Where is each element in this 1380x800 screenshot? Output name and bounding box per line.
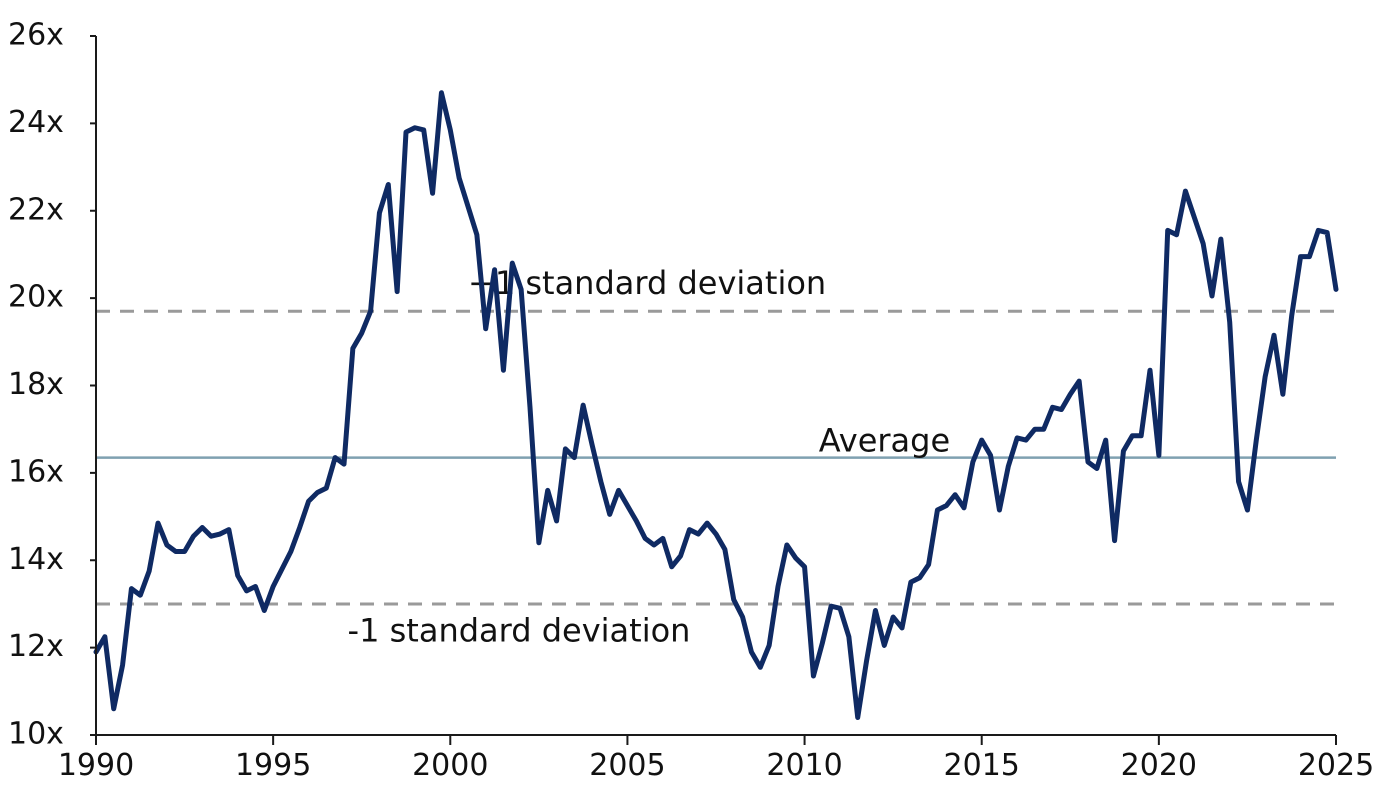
series-line-0 — [93, 90, 1339, 721]
x-axis-ticks: 1990 1995 2000 2005 2010 2015 2020 2025 — [58, 735, 1374, 783]
x-tick-label: 1990 — [58, 748, 134, 783]
reference-label-0: +1 standard deviation — [468, 264, 826, 302]
y-tick-label: 14x — [8, 542, 64, 577]
series-group — [93, 90, 1339, 721]
reference-label-1: Average — [819, 421, 950, 459]
y-tick-label: 18x — [8, 367, 64, 402]
y-tick-label: 16x — [8, 454, 64, 489]
y-tick-label: 24x — [8, 105, 64, 140]
x-tick-label: 2015 — [944, 748, 1020, 783]
y-tick-label: 10x — [8, 717, 64, 752]
x-tick-label: 2000 — [412, 748, 488, 783]
y-tick-label: 26x — [8, 18, 64, 53]
x-tick-label: 2010 — [766, 748, 842, 783]
reference-labels: +1 standard deviation Average -1 standard … — [348, 264, 951, 649]
x-tick-label: 2005 — [589, 748, 665, 783]
y-tick-label: 12x — [8, 629, 64, 664]
reference-lines — [96, 309, 1336, 606]
y-tick-label: 20x — [8, 280, 64, 315]
y-tick-label: 22x — [8, 192, 64, 227]
x-tick-label: 1995 — [235, 748, 311, 783]
x-tick-label: 2025 — [1298, 748, 1374, 783]
x-tick-label: 2020 — [1121, 748, 1197, 783]
y-axis-ticks: 10x 12x 14x 16x 18x 20x 22x 24x 26x — [8, 18, 96, 752]
reference-label-2: -1 standard deviation — [348, 611, 691, 649]
